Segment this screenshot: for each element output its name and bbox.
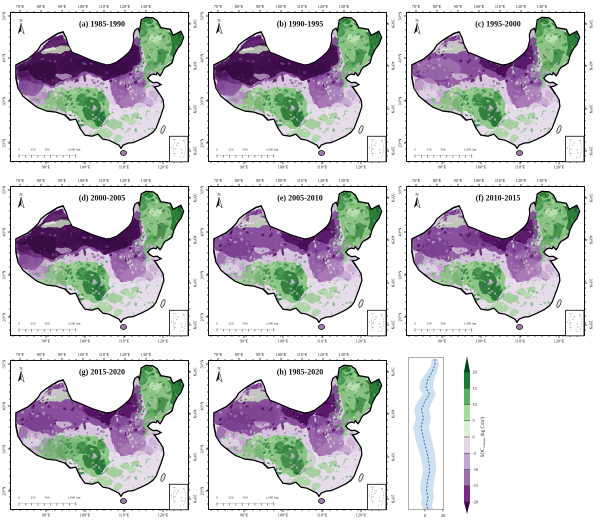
svg-text:0: 0 <box>473 435 475 440</box>
svg-text:-5: -5 <box>473 451 477 456</box>
svg-text:10: 10 <box>473 402 477 407</box>
svg-text:(a) 1985-1990: (a) 1985-1990 <box>79 20 125 29</box>
svg-text:(e) 2005-2010: (e) 2005-2010 <box>277 194 323 203</box>
svg-text:-10: -10 <box>473 467 479 472</box>
svg-text:(d) 2000-2005: (d) 2000-2005 <box>79 194 125 203</box>
svg-text:15: 15 <box>473 386 477 391</box>
svg-text:(h) 1985-2020: (h) 1985-2020 <box>277 368 323 377</box>
svg-text:(b) 1990-1995: (b) 1990-1995 <box>277 20 323 29</box>
svg-text:-20: -20 <box>473 500 479 505</box>
svg-text:5: 5 <box>473 418 475 423</box>
svg-text:SOCchange (kg C/m²): SOCchange (kg C/m²) <box>480 416 486 457</box>
svg-text:-15: -15 <box>473 483 479 488</box>
svg-text:20: 20 <box>473 370 477 375</box>
svg-text:20: 20 <box>441 513 446 518</box>
svg-text:(c) 1995-2000: (c) 1995-2000 <box>475 20 521 29</box>
svg-text:0: 0 <box>424 513 427 518</box>
svg-text:(g) 2015-2020: (g) 2015-2020 <box>79 368 125 377</box>
svg-text:(f) 2010-2015: (f) 2010-2015 <box>476 194 521 203</box>
